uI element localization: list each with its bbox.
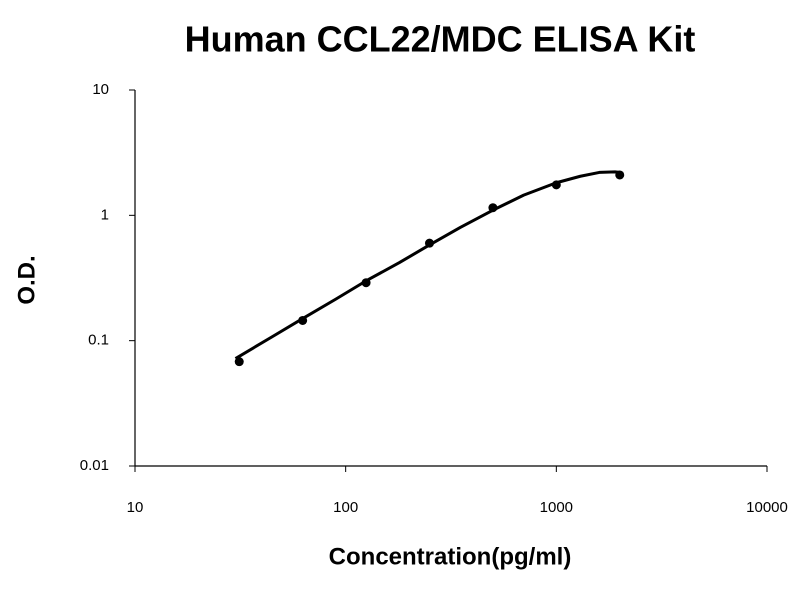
data-point	[361, 278, 371, 288]
x-tick-label: 100	[333, 499, 358, 516]
data-point	[424, 238, 434, 248]
y-tick-label: 10	[92, 81, 109, 98]
x-tick-label: 1000	[540, 499, 573, 516]
data-point	[488, 203, 498, 213]
data-point	[615, 170, 625, 180]
y-tick-label: 0.1	[88, 332, 109, 349]
x-axis-label: Concentration(pg/ml)	[329, 543, 572, 570]
trend-line	[234, 170, 620, 360]
x-tick-label: 10	[127, 499, 144, 516]
y-axis-label: O.D.	[13, 255, 40, 304]
y-tick-label: 0.01	[80, 457, 109, 474]
data-point	[551, 180, 561, 190]
data-point	[298, 315, 308, 325]
data-point	[234, 357, 244, 367]
x-tick-label: 10000	[746, 499, 788, 516]
y-tick-label: 1	[101, 206, 109, 223]
chart-title: Human CCL22/MDC ELISA Kit	[185, 19, 696, 60]
